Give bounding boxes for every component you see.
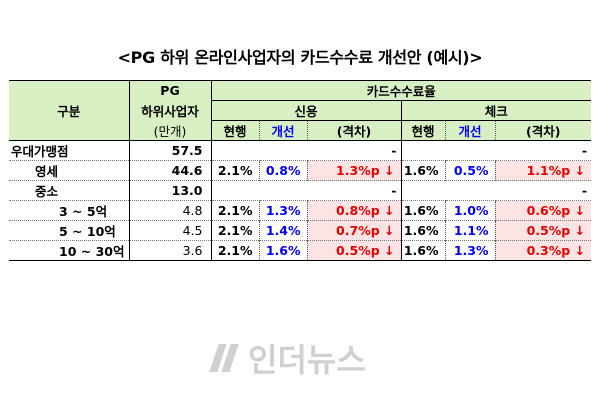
credit-gap-cell: -	[391, 143, 397, 158]
header-pg-line2: 하위사업자	[128, 100, 211, 121]
watermark: 인더뉴스	[212, 336, 412, 380]
check-improved-cell	[445, 180, 495, 201]
credit-improved-cell: 1.3%	[258, 200, 307, 221]
check-gap-cell: 0.3%p ↓	[494, 240, 592, 261]
check-improved-cell: 0.5%	[444, 160, 495, 181]
header-category: 구분	[9, 80, 129, 141]
row-label: 영세	[9, 160, 129, 181]
table-row: 3 ~ 5억 4.8 2.1% 1.3% 0.8%p ↓ 1.6% 1.0% 0…	[9, 200, 592, 221]
table-title: <PG 하위 온라인사업자의 카드수수료 개선안 (예시)>	[117, 48, 483, 67]
table-row: 5 ~ 10억 4.5 2.1% 1.4% 0.7%p ↓ 1.6% 1.1% …	[9, 220, 592, 241]
card-fee-table: 구분 PG 카드수수료율 하위사업자 신용 체크 (만개) 현행 개선 (격차)…	[9, 80, 592, 261]
credit-improved-cell	[259, 141, 307, 161]
check-current-cell	[400, 140, 445, 161]
check-improved-cell: 1.3%	[444, 240, 495, 261]
row-label: 우대가맹점	[11, 144, 69, 159]
credit-improved-cell: 1.4%	[258, 220, 307, 241]
row-pg-count: 3.6	[128, 240, 211, 261]
credit-gap-cell: 1.3%p ↓	[306, 160, 401, 181]
check-current-cell: 1.6%	[400, 240, 445, 261]
row-pg-count: 57.5	[128, 140, 211, 161]
header-check-improved: 개선	[444, 120, 495, 141]
header-fee-rate: 카드수수료율	[210, 80, 592, 101]
watermark-text: 인더뉴스	[248, 341, 366, 379]
row-pg-count: 4.8	[128, 200, 211, 221]
watermark-logo-icon	[212, 342, 242, 374]
row-label: 5 ~ 10억	[9, 220, 129, 241]
credit-current-cell: 2.1%	[210, 240, 259, 261]
row-pg-count: 13.0	[128, 180, 211, 201]
header-check-gap: (격차)	[494, 120, 592, 141]
header-credit: 신용	[210, 100, 401, 121]
header-pg-line1: PG	[128, 80, 211, 101]
header-pg-unit: (만개)	[128, 120, 211, 141]
table-row: 영세 44.6 2.1% 0.8% 1.3%p ↓ 1.6% 0.5% 1.1%…	[9, 160, 592, 181]
credit-current-cell: 2.1%	[210, 160, 259, 181]
credit-improved-cell: 1.6%	[258, 240, 307, 261]
credit-improved-cell	[259, 180, 307, 201]
table-row: 중소 13.0 - -	[9, 180, 592, 201]
header-check: 체크	[400, 100, 592, 121]
credit-gap-cell: 0.5%p ↓	[306, 240, 401, 261]
header-credit-improved: 개선	[258, 120, 307, 141]
credit-current-cell	[210, 140, 259, 161]
check-gap-cell: -	[495, 180, 592, 201]
header-credit-gap: (격차)	[306, 120, 401, 141]
credit-gap-cell: 0.7%p ↓	[306, 220, 401, 241]
credit-gap-cell: 0.8%p ↓	[306, 200, 401, 221]
check-gap-cell: 1.1%p ↓	[494, 160, 592, 181]
check-improved-cell: 1.0%	[444, 200, 495, 221]
check-improved-cell	[445, 141, 495, 161]
header-check-current: 현행	[400, 120, 445, 141]
row-label: 3 ~ 5억	[9, 200, 129, 221]
row-pg-count: 44.6	[128, 160, 211, 181]
row-pg-count: 4.5	[128, 220, 211, 241]
table-row: 우대가맹점 57.5 - -	[9, 140, 591, 161]
credit-current-cell	[210, 180, 259, 201]
check-improved-cell: 1.1%	[444, 220, 495, 241]
credit-improved-cell: 0.8%	[258, 160, 307, 181]
table-row: 10 ~ 30억 3.6 2.1% 1.6% 0.5%p ↓ 1.6% 1.3%…	[9, 240, 592, 261]
check-gap-cell: -	[581, 143, 588, 158]
check-gap-cell: 0.5%p ↓	[494, 220, 592, 241]
check-current-cell	[400, 180, 445, 201]
credit-current-cell: 2.1%	[210, 220, 259, 241]
check-current-cell: 1.6%	[400, 220, 445, 241]
check-current-cell: 1.6%	[400, 200, 445, 221]
header-credit-current: 현행	[210, 120, 259, 141]
check-current-cell: 1.6%	[400, 160, 445, 181]
row-label: 중소	[9, 180, 129, 201]
check-gap-cell: 0.6%p ↓	[494, 200, 592, 221]
credit-current-cell: 2.1%	[210, 200, 259, 221]
credit-gap-cell: -	[307, 180, 401, 201]
row-label: 10 ~ 30억	[9, 240, 129, 261]
